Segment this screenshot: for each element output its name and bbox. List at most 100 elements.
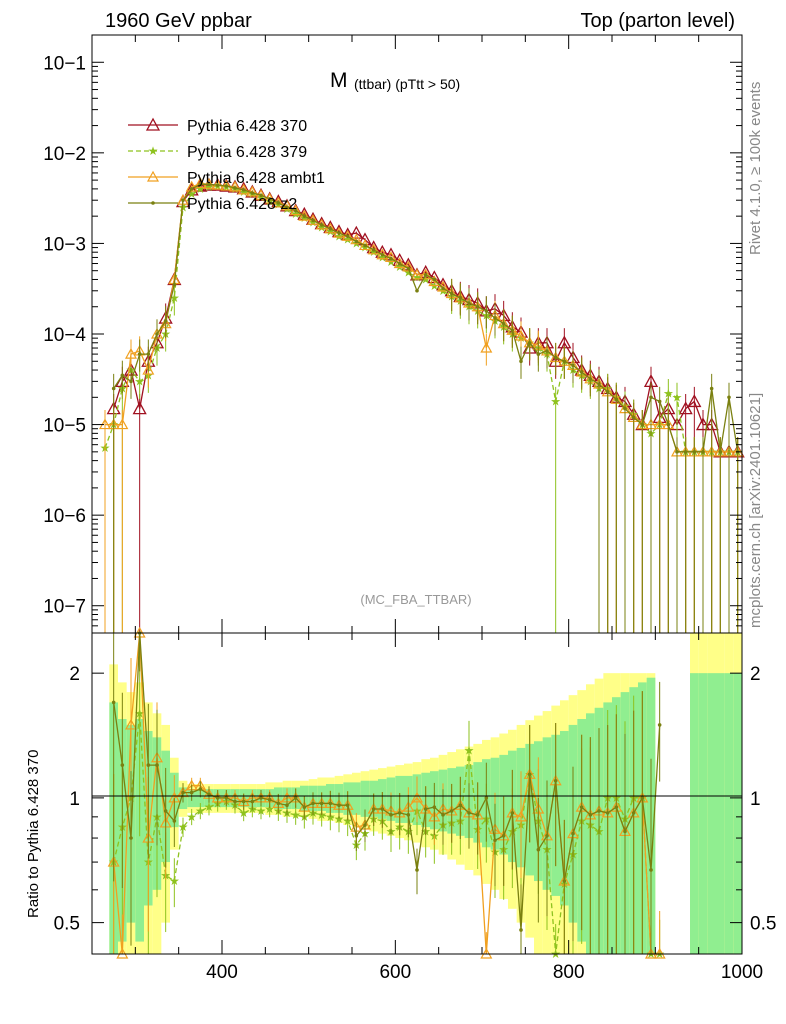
ratio-point xyxy=(527,772,532,777)
data-point xyxy=(194,177,207,188)
data-point xyxy=(185,180,198,192)
data-point: ★ xyxy=(412,271,423,285)
band-inner xyxy=(724,673,734,954)
data-point xyxy=(172,282,177,287)
data-point xyxy=(311,218,315,223)
rivet-label: Rivet 4.1.0, ≥ 100k events xyxy=(747,82,764,255)
data-point: ★ xyxy=(550,394,561,408)
ratio-point xyxy=(588,813,593,817)
main-series-layer: ★★★★★★★★★★★★★ ★ ★★★★★★★★★★★★★★★★★★★★★★★★★★… xyxy=(98,177,745,633)
data-point xyxy=(675,450,679,454)
ratio-point xyxy=(475,813,480,817)
data-point: ★ xyxy=(169,291,180,305)
legend-label: Pythia 6.428 ambt1 xyxy=(187,170,325,187)
data-point: ★ xyxy=(334,229,345,243)
ratio-ylabel: Ratio to Pythia 6.428 370 xyxy=(25,750,42,918)
data-point xyxy=(428,275,441,287)
ratio-point xyxy=(111,700,116,705)
ratio-point: ★ xyxy=(238,806,249,820)
band-inner xyxy=(698,673,708,954)
ratio-point xyxy=(267,797,272,802)
data-point xyxy=(640,422,645,427)
legend-marker xyxy=(145,117,161,131)
ratio-point: ★ xyxy=(134,706,145,720)
ratio-y-tick-label: 1 xyxy=(69,789,80,810)
data-point xyxy=(155,332,159,336)
ratio-point xyxy=(397,811,402,815)
ratio-point: ★ xyxy=(334,812,345,826)
ratio-point xyxy=(163,809,168,813)
series-3 xyxy=(111,182,740,633)
ratio-point xyxy=(215,796,220,800)
data-point xyxy=(397,261,402,266)
band-inner xyxy=(196,789,205,808)
ratio-point: ★ xyxy=(256,804,267,818)
data-point xyxy=(328,227,333,231)
data-point xyxy=(181,198,185,203)
ratio-point xyxy=(259,796,263,800)
ratio-point: ★ xyxy=(195,804,206,818)
main-ticks: 10−7 10−6 10−5 10−4 10−3 10−2 10−1 xyxy=(43,34,743,634)
ratio-point xyxy=(328,801,333,806)
data-point xyxy=(514,329,528,341)
ratio-point xyxy=(146,763,151,767)
ratio-series-layer: ★★★★★★★★★★★★★★★★★★★★★★★★★★★★★★★★★★★★★★★★… xyxy=(107,626,666,961)
data-point xyxy=(687,394,702,408)
data-point xyxy=(527,340,532,345)
ratio-point: ★ xyxy=(204,800,215,814)
ratio-point xyxy=(553,778,558,783)
data-point xyxy=(376,248,389,260)
data-point: ★ xyxy=(238,185,249,199)
data-point xyxy=(367,243,380,255)
data-point xyxy=(406,266,411,271)
legend-label: Pythia 6.428 370 xyxy=(187,118,307,135)
y-tick-label: 10−4 xyxy=(43,325,86,346)
data-point xyxy=(298,209,311,221)
ratio-point xyxy=(631,811,636,815)
data-point xyxy=(116,418,129,430)
data-point xyxy=(536,352,541,356)
data-point: ★ xyxy=(377,250,388,264)
legend-marker: ★ xyxy=(148,144,159,158)
data-point xyxy=(432,277,437,282)
data-point xyxy=(423,273,428,277)
data-point xyxy=(392,253,407,267)
ratio-point xyxy=(406,813,411,817)
data-point: ★ xyxy=(308,216,319,230)
data-point xyxy=(224,184,229,188)
ratio-point xyxy=(311,801,315,806)
data-point xyxy=(285,205,289,210)
data-point: ★ xyxy=(403,265,414,279)
data-point xyxy=(510,328,515,333)
data-point xyxy=(393,257,406,269)
data-point xyxy=(579,370,584,374)
y-tick-label: 10−2 xyxy=(43,144,86,165)
data-point xyxy=(695,417,711,431)
ratio-point xyxy=(285,803,289,808)
data-point xyxy=(315,218,328,230)
ratio-point xyxy=(380,807,385,811)
ratio-point xyxy=(172,819,177,823)
ratio-line-0 xyxy=(113,713,660,955)
y-tick-label: 10−1 xyxy=(43,53,86,74)
ratio-point xyxy=(493,838,497,843)
data-point xyxy=(666,422,671,427)
ratio-point xyxy=(207,792,211,797)
data-point xyxy=(475,304,480,309)
data-point xyxy=(410,268,424,280)
band-inner xyxy=(360,780,370,817)
ratio-point xyxy=(250,799,255,804)
data-point: ★ xyxy=(663,387,674,401)
ratio-point xyxy=(458,803,463,808)
legend-label: Pythia 6.428 379 xyxy=(187,144,307,161)
data-point xyxy=(337,231,341,235)
header-left-title: 1960 GeV ppbar xyxy=(105,10,252,32)
data-point xyxy=(389,256,393,261)
watermark: (MC_FBA_TTBAR) xyxy=(360,592,471,607)
data-point xyxy=(553,355,558,360)
data-point xyxy=(371,248,376,252)
ratio-point xyxy=(302,805,307,809)
data-point xyxy=(519,359,523,364)
series-line-0 xyxy=(113,184,738,453)
ratio-ticks: 0.5 0.5 1 1 2 2 400 600 800 1000 xyxy=(54,633,776,983)
